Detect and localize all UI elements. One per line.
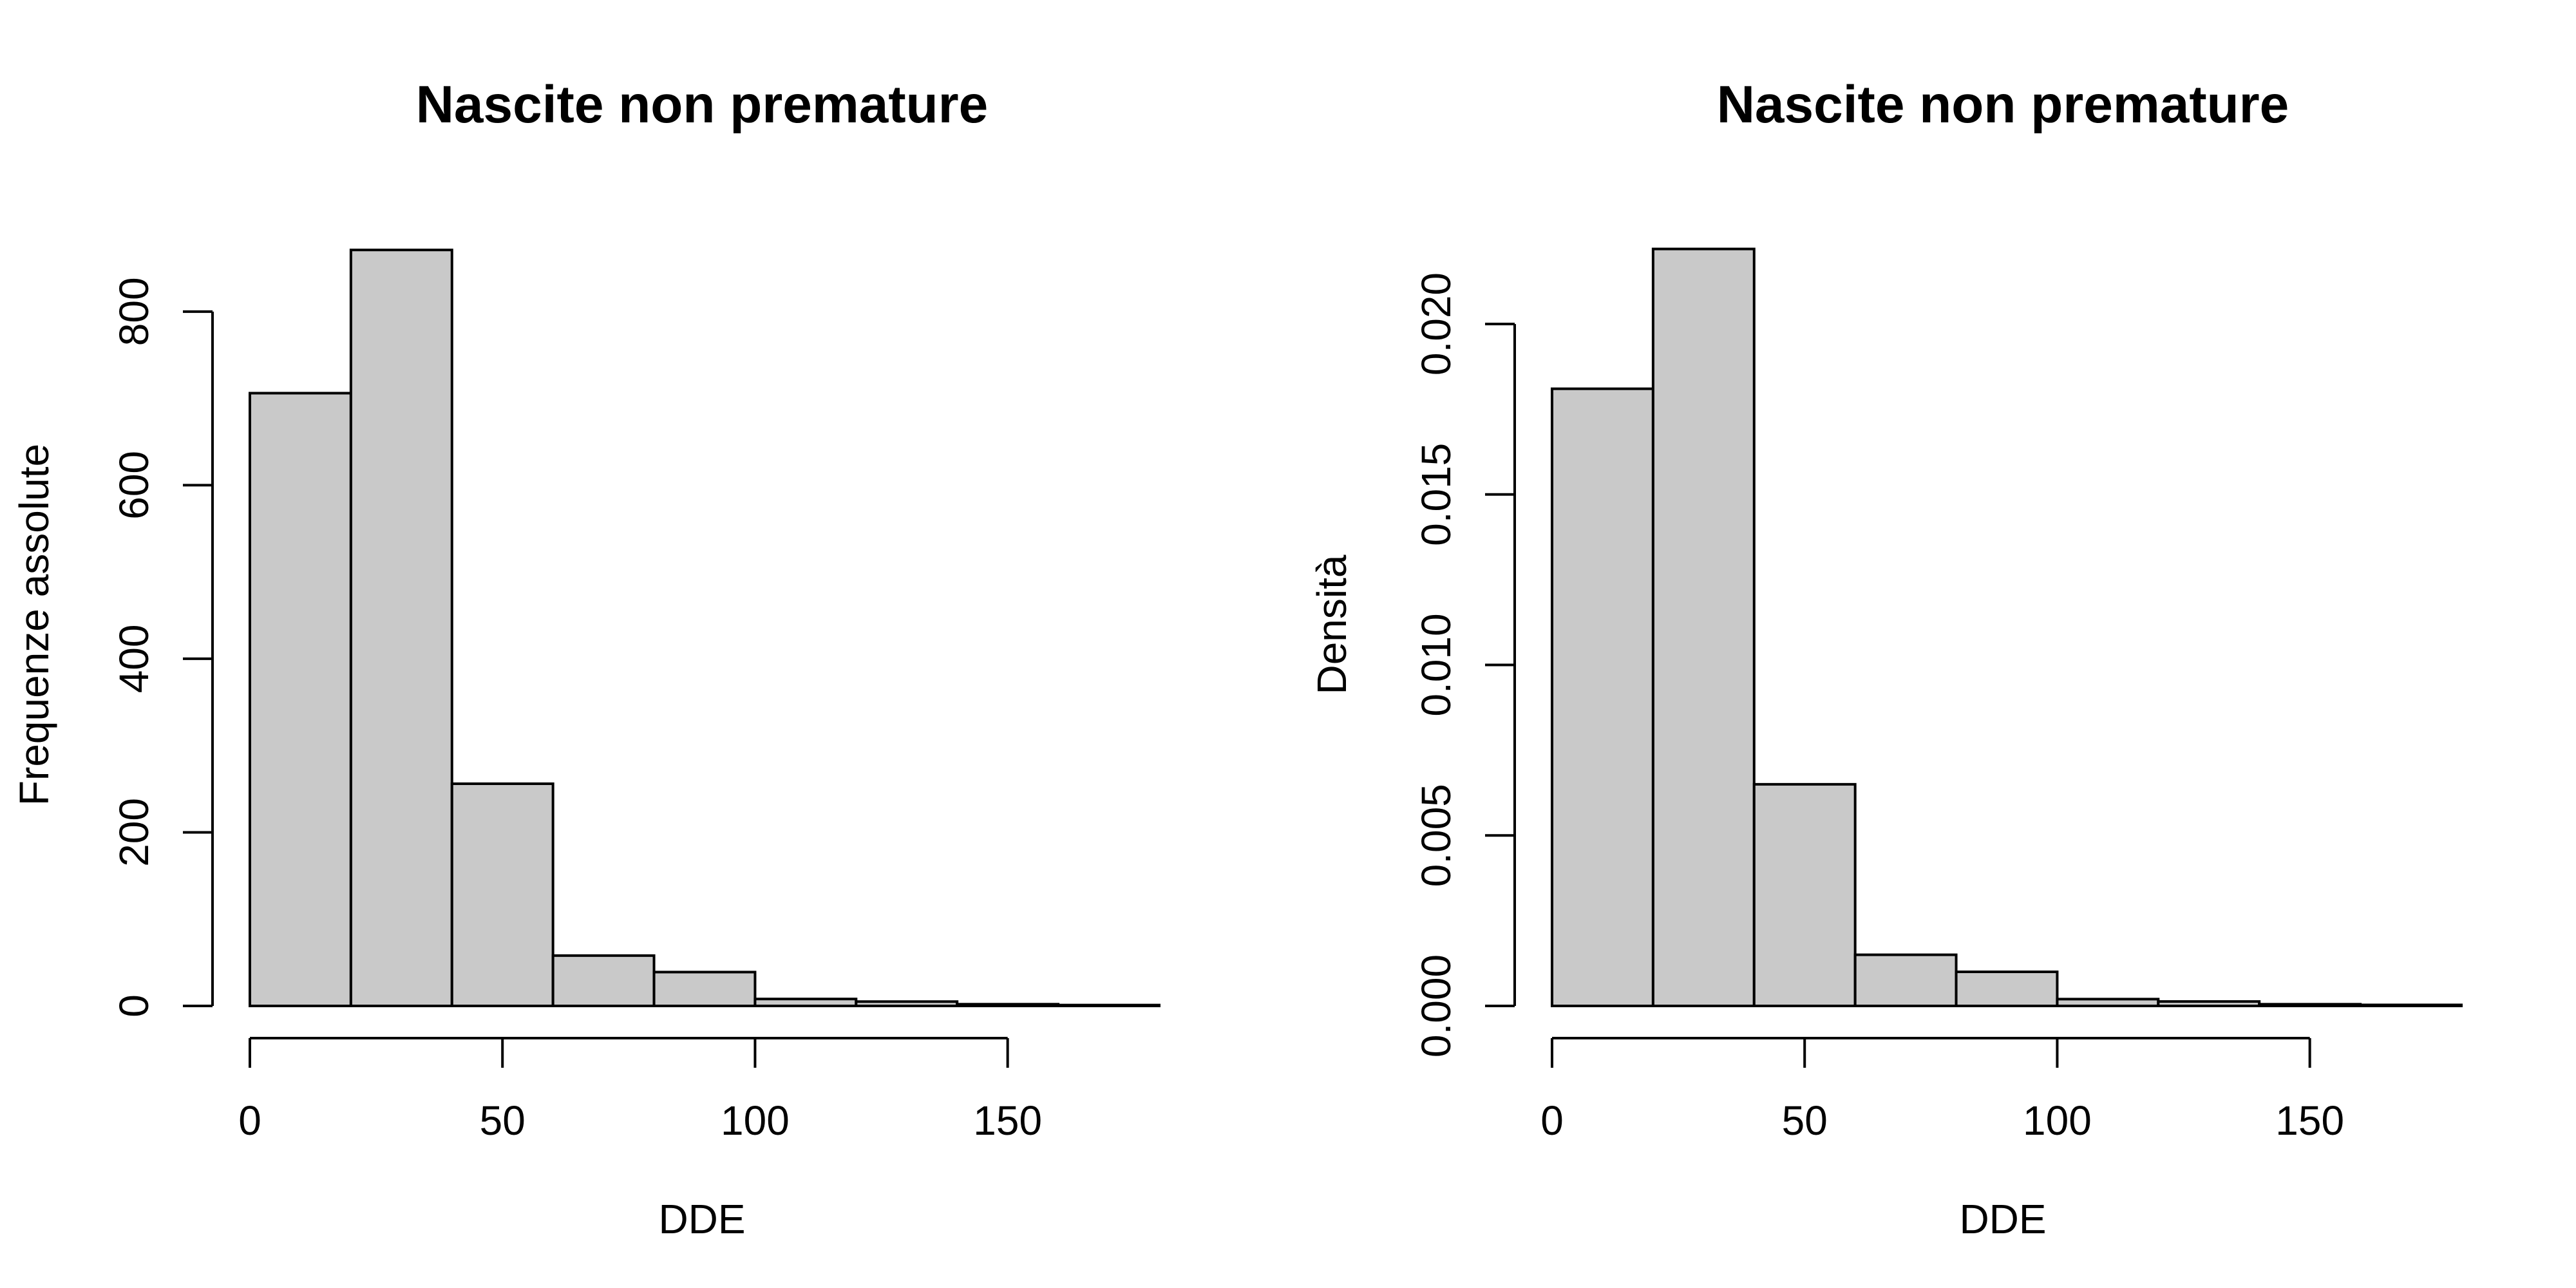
y-axis-label: Frequenze assolute — [11, 444, 57, 806]
y-tick-label: 200 — [111, 798, 157, 867]
histogram-bar — [2056, 998, 2160, 1008]
y-axis: 0.000 0.005 0.010 0.015 0.020 — [1413, 272, 1516, 1057]
histogram-bar — [1057, 1003, 1160, 1007]
histogram-bar — [652, 971, 757, 1007]
histogram-bar — [2157, 1000, 2261, 1007]
histogram-bar — [1752, 782, 1857, 1008]
histogram-bar — [2258, 1003, 2362, 1007]
x-tick-label: 150 — [2275, 1097, 2344, 1144]
histogram-bar — [349, 249, 453, 1008]
y-tick-label: 800 — [111, 277, 157, 346]
y-tick-label: 0.020 — [1413, 272, 1459, 375]
histogram-bar — [855, 1000, 959, 1007]
bars — [249, 249, 1160, 1008]
x-axis-label: DDE — [658, 1196, 745, 1242]
y-axis-label: Densità — [1309, 554, 1355, 694]
y-tick-label: 600 — [111, 451, 157, 520]
x-tick-label: 0 — [1540, 1097, 1564, 1144]
x-tick-label: 50 — [480, 1097, 526, 1144]
y-tick-label: 400 — [111, 625, 157, 694]
y-axis: 0 200 400 600 800 — [111, 277, 214, 1018]
histogram-bar — [1853, 953, 1958, 1007]
histogram-absolute-frequencies: Nascite non premature DDE Frequenze asso… — [11, 75, 1160, 1242]
chart-title: Nascite non premature — [416, 75, 989, 134]
y-tick-label: 0.015 — [1413, 443, 1459, 546]
x-tick-label: 50 — [1782, 1097, 1828, 1144]
y-tick-label: 0.010 — [1413, 613, 1459, 716]
histogram-bar — [450, 782, 554, 1007]
x-axis: 0 50 100 150 — [1540, 1037, 2344, 1144]
x-tick-label: 0 — [238, 1097, 261, 1144]
y-tick-label: 0.000 — [1413, 954, 1459, 1057]
y-tick-label: 0.005 — [1413, 784, 1459, 887]
histogram-bar — [1955, 971, 2059, 1008]
x-tick-label: 100 — [2023, 1097, 2092, 1144]
bars — [1551, 247, 2463, 1008]
histogram-bar — [1551, 387, 1654, 1007]
x-tick-label: 150 — [973, 1097, 1042, 1144]
histogram-bar — [1651, 247, 1756, 1008]
histogram-bar — [2359, 1003, 2463, 1008]
histogram-density: Nascite non premature DDE Densità 0 50 100… — [1309, 75, 2463, 1242]
chart-title: Nascite non premature — [1717, 75, 2289, 134]
x-axis-label: DDE — [1959, 1196, 2046, 1242]
x-tick-label: 100 — [721, 1097, 790, 1144]
histogram-bar — [956, 1003, 1060, 1008]
x-axis: 0 50 100 150 — [238, 1037, 1042, 1144]
histogram-bar — [753, 998, 858, 1007]
histogram-bar — [551, 954, 656, 1007]
y-tick-label: 0 — [111, 994, 157, 1018]
histogram-bar — [249, 392, 352, 1007]
